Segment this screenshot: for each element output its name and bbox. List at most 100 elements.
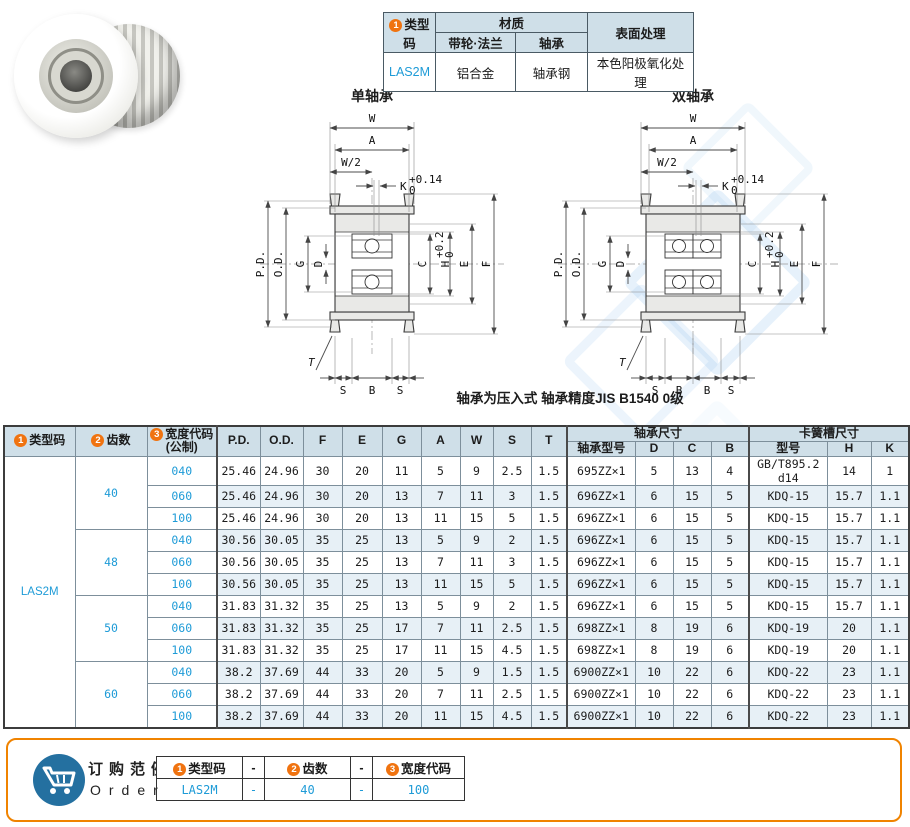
h-header: H [826,440,872,457]
teeth-cell[interactable]: 60 [74,660,148,729]
dimension-table: 1 类型码 2 齿数 3 宽度代码 (公制) P.D. O.D. F E G A W S… [3,425,910,729]
e-header: E [341,425,383,457]
dim-label-f: F [480,261,493,268]
order-teeth-header: 2 齿数 [264,756,351,779]
table-row: 100 25.46 24.96 30 20 13 11 15 5 1.5 696ZZ×1 6 15 5… [4,506,910,530]
table-row: 060 31.83 31.32 35 25 17 7 11 2.5 1.5 698ZZ×1 8 19… [4,616,910,640]
dim-label-g: G [596,261,609,268]
circled-number-1: 1 [389,18,403,32]
dim-label-k-tol-bot: 0 [731,184,738,197]
surface-treatment: 本色阳极氧化处理 [587,52,694,92]
width-code-cell[interactable]: 100 [146,506,218,530]
table-row: LAS2M 40 040 25.46 24.96 30 20 11 5 9 2.5 1.5 69… [3,455,910,729]
s-header: S [492,425,532,457]
bearing-note: 轴承为压入式 轴承精度JIS B1540 0级 [456,391,684,406]
k-header: K [870,440,910,457]
teeth-cell[interactable]: 48 [74,528,148,596]
diagram-title: 双轴承 [672,88,714,104]
dim-label-h: H [769,261,782,268]
width-code-cell[interactable]: 040 [146,660,218,684]
teeth-cell[interactable]: 50 [74,594,148,662]
pulley-material: 铝合金 [435,52,516,92]
circled-number-3: 3 [385,763,399,776]
order-example-section: 订购范例 Order 1 类型码 - 2 齿数 - 3 宽度代码 LAS2M - 40… [6,738,902,822]
type-code-cell[interactable]: LAS2M [3,455,76,729]
circled-number-2: 2 [287,763,301,776]
width-code-cell[interactable]: 060 [146,682,218,706]
width-code-cell[interactable]: 100 [146,572,218,596]
dim-label-s1: S [652,384,659,397]
width-code-cell[interactable]: 060 [146,616,218,640]
circled-number-1: 1 [14,434,28,448]
dash: - [350,778,373,801]
width-code-cell[interactable]: 060 [146,484,218,508]
dim-label-t: T [619,356,627,369]
pulley-flange-header: 带轮·法兰 [435,32,516,53]
snap-ring-group-header: 卡簧槽尺寸 [748,425,910,442]
dash: - [242,778,265,801]
d-header: D [634,440,674,457]
table-header-row: 1 类型码 2 齿数 3 宽度代码 (公制) P.D. O.D. F E G A W S… [3,425,910,457]
bearing-size-group-header: 轴承尺寸 [566,425,750,442]
type-code-link[interactable]: LAS2M [383,52,436,92]
circled-number-1: 1 [173,763,187,776]
dim-label-w: W [369,112,376,125]
order-width-value: 100 [372,778,465,801]
dim-label-pd: P.D. [254,251,267,278]
od-header: O.D. [259,425,304,457]
table-row: 060 25.46 24.96 30 20 13 7 11 3 1.5 696ZZ×1 6 15 5 … [4,484,910,508]
dim-label-e: E [788,261,801,268]
teeth-header: 2 齿数 [74,425,148,457]
order-type-value: LAS2M [156,778,243,801]
width-code-cell[interactable]: 040 [146,528,218,552]
width-code-cell[interactable]: 040 [146,455,218,486]
dim-label-c: C [746,261,759,268]
teeth-cell[interactable]: 40 [74,455,148,530]
material-table: 1 类型码 材质 表面处理 带轮·法兰 轴承 LAS2M 铝合金 轴承钢 本色阳极… [383,12,694,92]
width-code-cell[interactable]: 100 [146,638,218,662]
dim-label-b1: B [676,384,683,397]
dim-label-w-half: W/2 [341,156,361,169]
dim-label-s1: S [340,384,347,397]
dim-label-a: A [690,134,697,147]
width-code-cell[interactable]: 060 [146,550,218,574]
dash: - [242,756,265,779]
w-header: W [459,425,494,457]
dim-label-e: E [458,261,471,268]
width-code-cell[interactable]: 100 [146,704,218,729]
f-header: F [302,425,343,457]
table-row: 带轮·法兰 轴承 [384,32,694,53]
dim-label-h-tol-top: +0.2 [433,232,446,259]
table-row: 060 30.56 30.05 35 25 13 7 11 3 1.5 696ZZ×1 6 15 5 … [4,550,910,574]
dim-label-w-half: W/2 [657,156,677,169]
dim-label-h-tol-top: +0.2 [763,232,776,259]
dim-label-k: K [400,180,407,193]
table-row: 48 040 30.56 30.05 35 25 13 5 9 2 1.5 696ZZ×1 6 15… [4,528,910,596]
order-title-cn: 订购范例 [88,761,173,778]
dim-label-s2: S [728,384,735,397]
dim-label-d: D [312,261,325,268]
order-teeth-value: 40 [264,778,351,801]
table-header-row: 1 类型码 - 2 齿数 - 3 宽度代码 [156,756,465,779]
dim-label-k-tol-top: +0.14 [409,173,442,186]
single-bearing-diagram: 单轴承 [252,86,562,401]
table-row: 60 040 38.2 37.69 44 33 20 5 9 1.5 1.5 6900ZZ×1 1… [4,660,910,729]
pd-header: P.D. [216,425,261,457]
material-group-header: 材质 [435,12,588,33]
table-row: 100 30.56 30.05 35 25 13 11 15 5 1.5 696ZZ×1 6 15 5… [4,572,910,596]
dim-label-k-tol-top: +0.14 [731,173,764,186]
dim-label-d: D [614,261,627,268]
dim-label-g: G [294,261,307,268]
dim-label-b: B [369,384,376,397]
dim-label-h: H [439,261,452,268]
order-width-header: 3 宽度代码 [372,756,465,779]
bearing-model-header: 轴承型号 [566,440,636,457]
dim-label-k: K [722,180,729,193]
single-bearing-drawing: W A W/2 K +0.14 0 P.D. O.D. G D [254,112,504,397]
product-photo [14,10,190,144]
width-code-cell[interactable]: 040 [146,594,218,618]
bearing-material: 轴承钢 [515,52,588,92]
table-row: LAS2M - 40 - 100 [156,778,465,801]
bearing-inner-ring [48,48,104,104]
